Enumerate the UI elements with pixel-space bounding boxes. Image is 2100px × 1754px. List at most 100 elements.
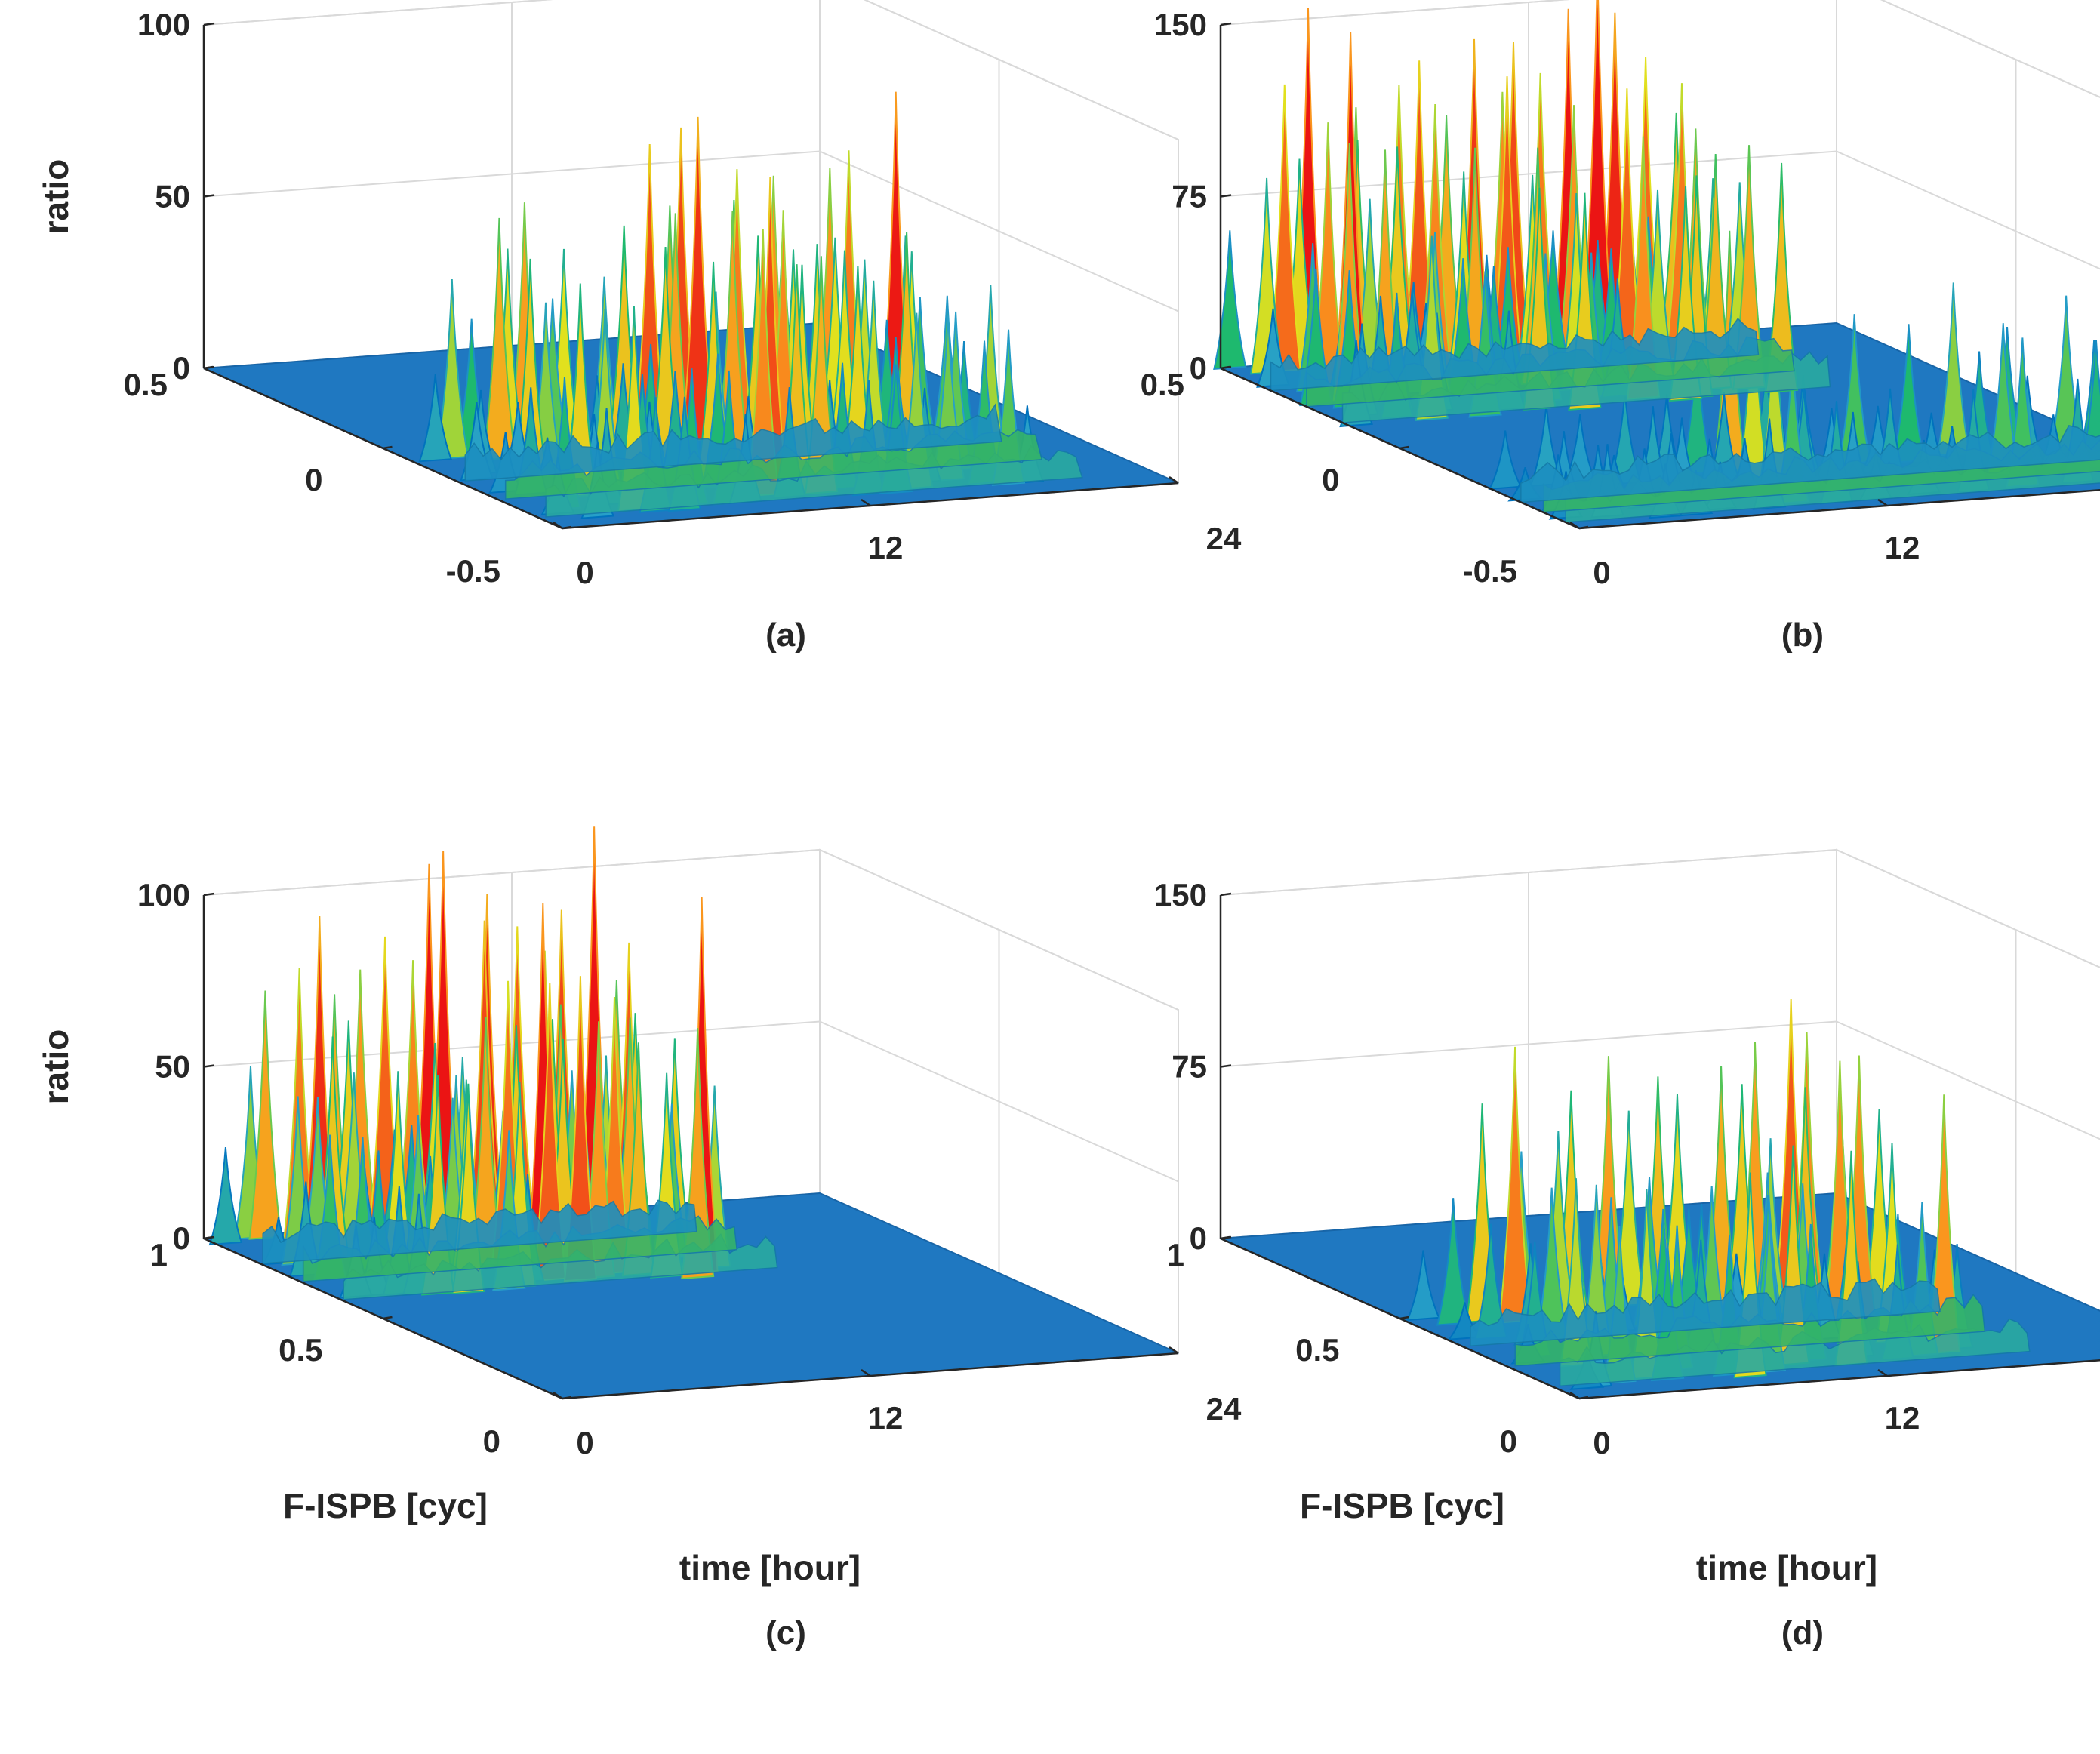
f-tick-mark (203, 365, 214, 370)
z-tick-label: 150 (1154, 7, 1207, 42)
surface-peak (1498, 1046, 1532, 1324)
panel-caption: (c) (765, 1614, 806, 1651)
surface-peak (435, 278, 469, 460)
z-gridline (203, 848, 1179, 1011)
t-tick-mark (553, 521, 563, 530)
surface-peak (418, 374, 453, 463)
surface-peak (248, 990, 282, 1240)
z-tick-mark (203, 22, 215, 26)
peaks-a (418, 91, 1083, 519)
surface-peak (1488, 430, 1523, 490)
surface-peak (1267, 84, 1301, 373)
panel-caption: (a) (765, 617, 806, 654)
f-tick-label: 1 (1167, 1237, 1184, 1272)
f-tick-label: 0.5 (1295, 1332, 1339, 1368)
t-tick-label: 0 (576, 555, 593, 590)
f-tick-label: 0.5 (124, 367, 168, 402)
f-tick-mark (1578, 1396, 1589, 1400)
f-tick-label: -0.5 (1463, 553, 1517, 589)
peaks-b (1213, 0, 1831, 428)
t-tick-mark (1169, 475, 1179, 485)
z-tick-label: 100 (137, 877, 190, 912)
z-tick-label: 0 (173, 350, 190, 386)
z-tick-label: 75 (1172, 1049, 1207, 1085)
t-tick-label: 0 (1593, 1425, 1610, 1460)
surface-peak (1436, 1198, 1470, 1326)
surface-ridge (1270, 318, 1760, 392)
t-tick-mark (1569, 1391, 1580, 1400)
secondary-peaks-b (1488, 230, 2100, 523)
t-tick-label: 0 (1593, 555, 1610, 590)
surface-peak (1892, 324, 1926, 463)
surface-peak (1535, 1187, 1569, 1343)
z-tick-mark (203, 194, 215, 198)
z-tick-label: 0 (173, 1220, 190, 1256)
peaks-c (208, 826, 778, 1300)
t-tick-mark (1877, 498, 1888, 507)
z-axis-label: ratio (36, 159, 75, 235)
t-tick-mark (861, 498, 871, 507)
t-tick-label: 12 (1885, 1400, 1920, 1436)
z-gridline (1220, 848, 2100, 968)
f-tick-mark (383, 445, 393, 450)
panel-c: 0 50 100 1 0.5 0 0 12 24 ratio F-ISPB [cyc] time [h… (36, 826, 1242, 1651)
panel-caption: (d) (1781, 1614, 1824, 1651)
surface-peak (1213, 230, 1247, 371)
f-tick-mark (1399, 1316, 1409, 1320)
z-tick-label: 150 (1154, 877, 1207, 912)
t-tick-label: 12 (868, 530, 904, 565)
f-tick-mark (203, 1235, 214, 1240)
f-tick-label: 0 (305, 462, 322, 497)
surface-ridge (464, 403, 1002, 482)
f-tick-mark (1578, 525, 1589, 530)
z-tick-mark (203, 892, 215, 897)
f-tick-label: 0.5 (279, 1332, 322, 1368)
surface-peak (1936, 282, 1970, 457)
t-tick-label: 12 (868, 1400, 904, 1436)
f-axis-label: F-ISPB [cyc] (283, 1486, 488, 1525)
f-tick-mark (562, 1396, 572, 1400)
panel-caption: (b) (1781, 617, 1824, 654)
z-tick-mark (1220, 194, 1232, 198)
t-tick-label: 24 (1206, 1391, 1242, 1426)
surface-peak (1837, 314, 1871, 465)
z-tick-mark (1220, 892, 1232, 897)
t-tick-mark (1877, 1368, 1888, 1377)
z-gridline (1220, 0, 2100, 98)
f-tick-mark (1399, 445, 1409, 450)
z-axis-label: ratio (36, 1029, 75, 1105)
z-tick-label: 75 (1172, 179, 1207, 214)
surface-peak (469, 1017, 503, 1266)
z-tick-mark (1220, 1064, 1232, 1068)
surface-peak (1765, 162, 1799, 393)
f-axis-label: F-ISPB [cyc] (1300, 1486, 1504, 1525)
z-gridline (203, 150, 1179, 312)
z-tick-label: 50 (155, 1049, 190, 1085)
surface-ridge (262, 1199, 697, 1264)
panel-d: 0 75 150 1 0.5 0 0 12 24 F-ISPB [cyc] time [hour] (… (1154, 848, 2100, 1651)
f-tick-mark (383, 1316, 393, 1320)
f-tick-label: 1 (150, 1237, 168, 1272)
z-tick-label: 50 (155, 179, 190, 214)
surface-ridge (1470, 1278, 1941, 1347)
f-tick-label: 0 (483, 1423, 500, 1459)
f-tick-label: 0 (1500, 1423, 1517, 1459)
z-tick-label: 0 (1190, 350, 1207, 386)
surface-peak (1490, 76, 1524, 377)
z-gridline (203, 0, 1179, 140)
z-tick-mark (1220, 22, 1232, 26)
f-tick-mark (562, 525, 572, 530)
f-tick-mark (1220, 365, 1230, 370)
f-tick-mark (1220, 1235, 1230, 1240)
f-tick-label: -0.5 (446, 553, 500, 589)
z-tick-label: 0 (1190, 1220, 1207, 1256)
t-tick-mark (1569, 521, 1580, 530)
peaks-d (1406, 999, 2031, 1390)
t-axis-label: time [hour] (679, 1548, 861, 1587)
t-tick-label: 12 (1885, 530, 1920, 565)
t-tick-label: 0 (576, 1425, 593, 1460)
t-tick-label: 24 (1206, 521, 1242, 556)
